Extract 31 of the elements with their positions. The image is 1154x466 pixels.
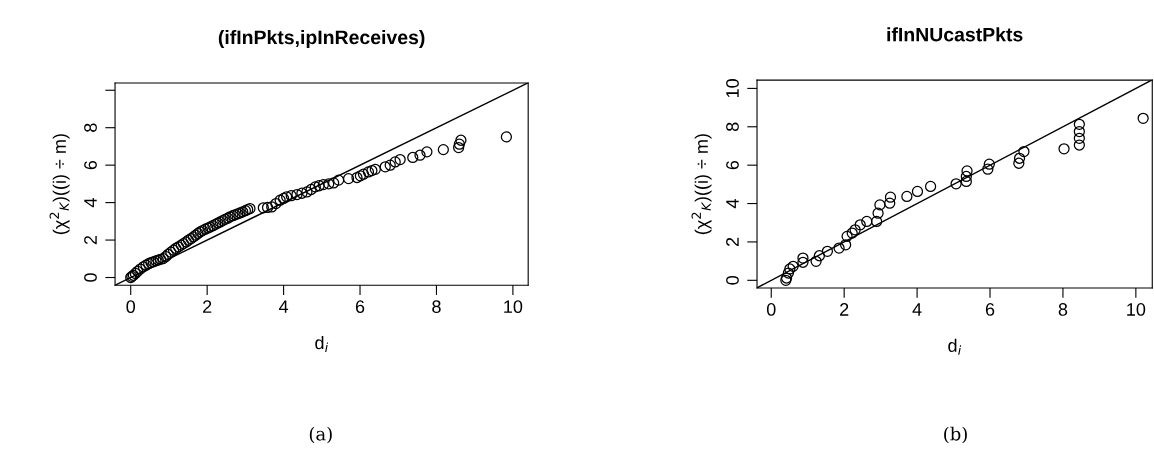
x-axis-title: d$_{i}$ xyxy=(948,338,962,355)
y-axis-title: (χ$^{2}$$_{K}$)((i) ÷ m) xyxy=(691,134,712,235)
x-tick-label: 6 xyxy=(355,300,365,314)
y-tick-label: 8 xyxy=(726,122,739,132)
y-tick-label: 6 xyxy=(726,160,739,170)
y-tick-label: 4 xyxy=(84,198,97,208)
x-tick-label: 0 xyxy=(766,303,776,316)
x-tick-label: 8 xyxy=(1058,303,1068,316)
y-tick-label: 6 xyxy=(84,160,97,170)
y-tick-label: 0 xyxy=(726,276,739,285)
x-tick-label: 4 xyxy=(912,303,922,316)
x-tick-label: 10 xyxy=(1127,303,1146,316)
y-tick-label: 4 xyxy=(726,199,739,209)
x-tick-label: 2 xyxy=(203,300,212,313)
chart-title: (ifInPkts,ipInReceives) xyxy=(218,29,425,49)
x-tick-label: 8 xyxy=(432,300,441,314)
y-tick-label: 10 xyxy=(726,79,739,98)
x-tick-label: 10 xyxy=(504,300,523,314)
y-tick-label: 0 xyxy=(84,273,97,282)
x-tick-label: 2 xyxy=(840,303,849,316)
x-tick-label: 6 xyxy=(985,303,995,316)
text: (b) xyxy=(944,426,967,444)
y-tick-label: 2 xyxy=(84,235,97,245)
chart-title: ifInNUcastPkts xyxy=(887,27,1023,42)
text: (a) xyxy=(309,426,332,444)
x-axis-title: d$_{i}$ xyxy=(315,335,329,352)
x-tick-label: 4 xyxy=(278,300,289,313)
y-axis-title: (χ$^{2}$$_{K}$)((i) ÷ m) xyxy=(49,134,70,235)
y-tick-label: 2 xyxy=(726,237,739,247)
y-tick-label: 8 xyxy=(84,123,97,132)
x-tick-label: 0 xyxy=(126,300,136,314)
